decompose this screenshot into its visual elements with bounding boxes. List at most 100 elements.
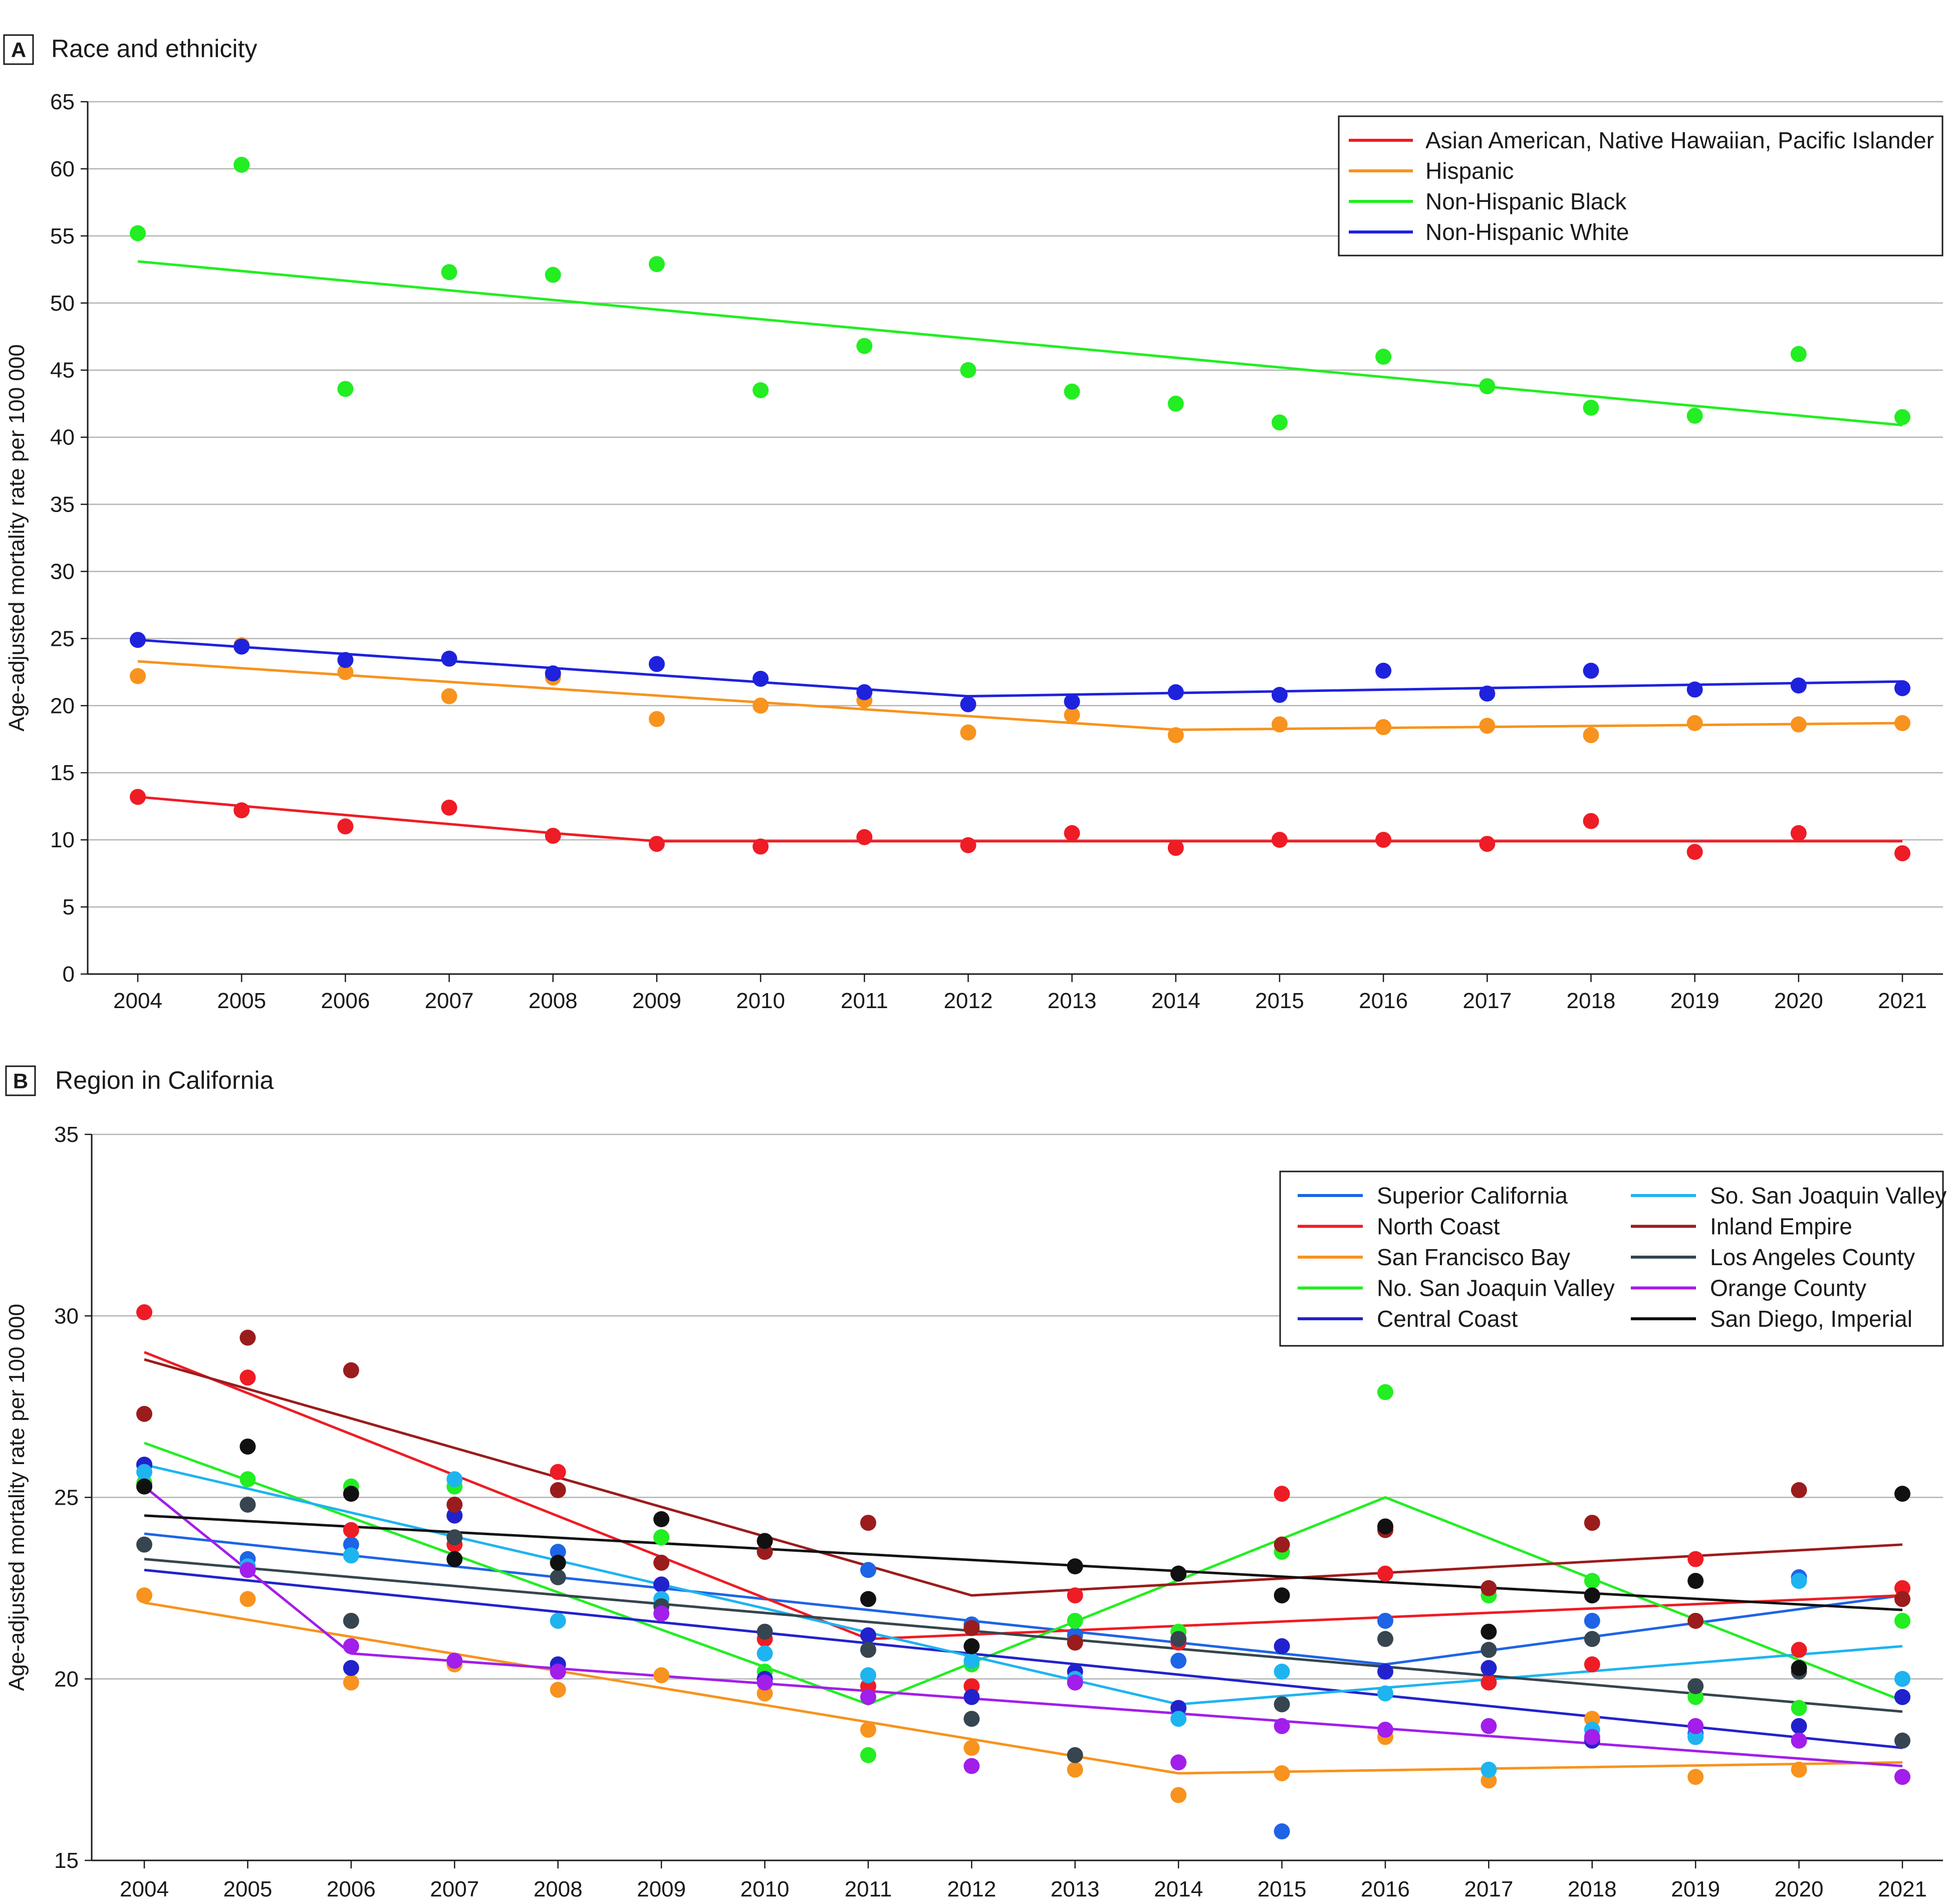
data-point-0	[233, 802, 250, 819]
data-point-0	[648, 836, 665, 852]
y-tick-label: 20	[54, 1667, 79, 1692]
data-point-2	[1790, 346, 1807, 362]
x-tick-label: 2009	[637, 1877, 686, 1901]
trend-line-4	[144, 1568, 1903, 1749]
x-tick-label: 2011	[845, 1877, 892, 1901]
data-point-1	[1167, 727, 1184, 744]
data-point-3	[1686, 681, 1703, 698]
data-point-0	[1170, 1652, 1187, 1669]
y-tick-label: 60	[50, 157, 75, 181]
data-point-0	[441, 799, 457, 816]
x-tick-label: 2018	[1567, 989, 1616, 1013]
y-tick-label: 15	[54, 1848, 79, 1873]
data-point-9	[963, 1638, 980, 1654]
data-point-8	[239, 1562, 256, 1578]
data-point-7	[343, 1612, 359, 1629]
data-point-0	[1584, 1612, 1600, 1629]
data-point-7	[136, 1536, 152, 1553]
data-point-1	[1791, 1641, 1807, 1658]
data-point-0	[1377, 1612, 1393, 1629]
x-tick-label: 2020	[1774, 989, 1823, 1013]
data-point-3	[960, 696, 977, 712]
x-tick-label: 2013	[1048, 989, 1097, 1013]
data-point-3	[1894, 680, 1910, 696]
legend-label: So. San Joaquin Valley	[1710, 1182, 1946, 1209]
data-point-2	[136, 1587, 152, 1604]
trend-line-2	[144, 1601, 1903, 1775]
data-point-1	[1064, 707, 1080, 724]
data-point-8	[1687, 1718, 1704, 1734]
data-point-2	[1791, 1761, 1807, 1778]
panel-letter-box	[5, 1065, 36, 1096]
data-point-2	[1687, 1769, 1704, 1785]
legend-label: Orange County	[1710, 1275, 1866, 1301]
data-point-7	[446, 1529, 463, 1546]
data-point-1	[1790, 716, 1807, 733]
legend-label: Non-Hispanic White	[1425, 219, 1629, 245]
data-point-4	[343, 1660, 359, 1677]
data-point-9	[1687, 1573, 1704, 1589]
data-point-0	[1686, 844, 1703, 860]
data-point-8	[1894, 1769, 1910, 1785]
trend-line-9	[144, 1514, 1903, 1611]
panel-title: Region in California	[55, 1066, 274, 1094]
data-point-0	[753, 838, 769, 855]
data-point-8	[550, 1663, 566, 1680]
data-point-3	[1067, 1612, 1083, 1629]
data-point-4	[653, 1576, 670, 1593]
x-tick-label: 2011	[841, 989, 888, 1013]
data-point-9	[239, 1439, 256, 1455]
data-point-2	[1375, 348, 1392, 365]
data-point-2	[1894, 409, 1910, 425]
panel-letter: A	[11, 38, 26, 62]
data-point-6	[446, 1496, 463, 1513]
x-tick-label: 2006	[327, 1877, 376, 1901]
data-point-3	[441, 650, 457, 667]
data-point-6	[1481, 1580, 1497, 1596]
data-point-3	[545, 665, 561, 682]
data-point-2	[1170, 1787, 1187, 1803]
x-tick-label: 2009	[632, 989, 681, 1013]
x-tick-label: 2005	[217, 989, 266, 1013]
data-point-0	[860, 1562, 876, 1578]
legend-label: Asian American, Native Hawaiian, Pacific…	[1425, 127, 1934, 153]
data-point-6	[860, 1515, 876, 1531]
data-point-0	[1894, 845, 1910, 861]
data-point-1	[960, 724, 977, 741]
y-tick-label: 55	[50, 224, 75, 249]
x-tick-label: 2015	[1255, 989, 1304, 1013]
data-point-9	[446, 1551, 463, 1567]
data-point-0	[545, 828, 561, 844]
data-point-7	[1067, 1747, 1083, 1763]
data-point-8	[1067, 1674, 1083, 1691]
x-tick-label: 2007	[425, 989, 474, 1013]
data-point-1	[1067, 1587, 1083, 1604]
data-point-4	[1894, 1689, 1910, 1705]
data-point-6	[653, 1554, 670, 1571]
y-tick-label: 35	[50, 493, 75, 517]
x-tick-label: 2007	[430, 1877, 479, 1901]
x-tick-label: 2008	[534, 1877, 583, 1901]
data-point-1	[1584, 1656, 1600, 1673]
data-point-1	[1686, 715, 1703, 732]
data-point-6	[1894, 1591, 1910, 1607]
legend-label: San Diego, Imperial	[1710, 1306, 1912, 1332]
data-point-0	[1274, 1823, 1290, 1840]
data-point-5	[963, 1652, 980, 1669]
y-tick-label: 25	[54, 1486, 79, 1510]
data-point-8	[446, 1652, 463, 1669]
data-point-9	[136, 1478, 152, 1495]
y-tick-label: 65	[50, 90, 75, 114]
data-point-2	[1274, 1765, 1290, 1782]
data-point-3	[233, 638, 250, 655]
data-point-2	[1479, 378, 1496, 394]
data-point-8	[653, 1605, 670, 1622]
data-point-3	[648, 656, 665, 672]
data-point-9	[653, 1511, 670, 1527]
data-point-6	[1791, 1482, 1807, 1499]
data-point-5	[446, 1471, 463, 1488]
data-point-6	[136, 1405, 152, 1422]
data-point-1	[1377, 1565, 1393, 1582]
x-tick-label: 2017	[1464, 1877, 1513, 1901]
